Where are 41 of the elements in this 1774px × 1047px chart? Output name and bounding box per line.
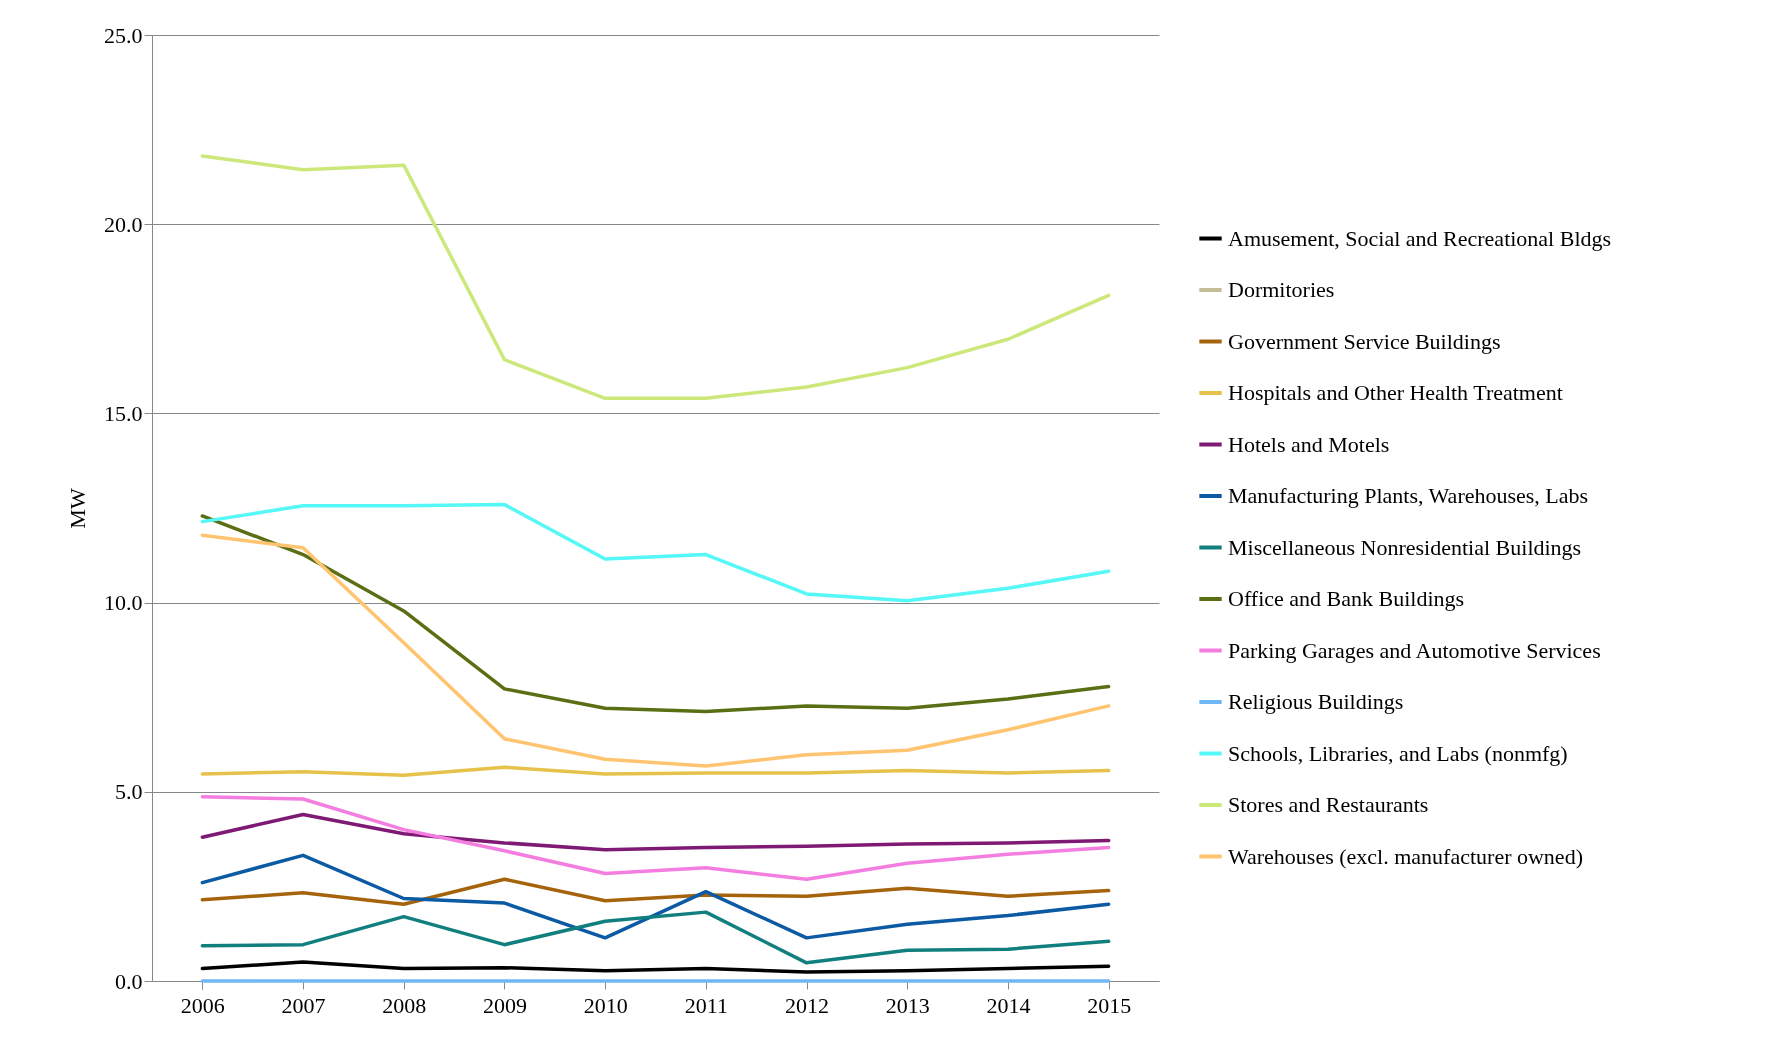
line-series: [200, 812, 1111, 852]
x-tick-label: 2009: [482, 992, 527, 1018]
legend-label: Manufacturing Plants, Warehouses, Labs: [1228, 483, 1589, 508]
x-tick-label: 2015: [1087, 992, 1132, 1018]
x-tick-label: 2011: [684, 992, 728, 1018]
y-tick-label: 20.0: [104, 211, 143, 237]
legend-label: Warehouses (excl. manufacturer owned): [1228, 843, 1583, 869]
legend-label: Miscellaneous Nonresidential Buildings: [1228, 534, 1582, 560]
line-series: [200, 533, 1111, 768]
line-series: [200, 960, 1111, 974]
y-tick-label: 0.0: [115, 968, 143, 994]
legend-label: Government Service Buildings: [1228, 328, 1501, 354]
line-series: [200, 877, 1111, 906]
x-tick-label: 2013: [885, 992, 930, 1018]
line-series: [200, 502, 1111, 603]
y-tick-label: 10.0: [104, 590, 143, 616]
legend-label: Schools, Libraries, and Labs (nonmfg): [1228, 740, 1568, 766]
x-tick-label: 2010: [583, 992, 628, 1018]
legend-label: Religious Buildings: [1228, 689, 1404, 714]
x-tick-label: 2012: [785, 992, 830, 1018]
x-tick-label: 2014: [986, 992, 1031, 1018]
line-series: [200, 154, 1111, 401]
line-series: [200, 853, 1111, 940]
line-series: [200, 910, 1111, 965]
legend-label: Stores and Restaurants: [1228, 792, 1429, 817]
legend-label: Office and Bank Buildings: [1228, 586, 1465, 611]
line-series: [200, 514, 1111, 714]
y-tick-label: 5.0: [115, 779, 143, 805]
legend-label: Dormitories: [1228, 277, 1335, 302]
legend-label: Parking Garages and Automotive Services: [1228, 637, 1601, 663]
y-tick-label: 15.0: [104, 400, 143, 426]
line-series: [200, 794, 1111, 881]
legend-label: Hotels and Motels: [1228, 431, 1390, 457]
x-tick-label: 2007: [281, 992, 326, 1018]
y-tick-label: 25.0: [104, 22, 143, 48]
legend-label: Hospitals and Other Health Treatment: [1228, 380, 1563, 405]
x-tick-label: 2006: [180, 992, 225, 1018]
line-series: [200, 765, 1111, 777]
legend-label: Amusement, Social and Recreational Bldgs: [1228, 225, 1612, 251]
x-tick-label: 2008: [382, 992, 427, 1018]
y-axis-title: MW: [65, 488, 90, 529]
